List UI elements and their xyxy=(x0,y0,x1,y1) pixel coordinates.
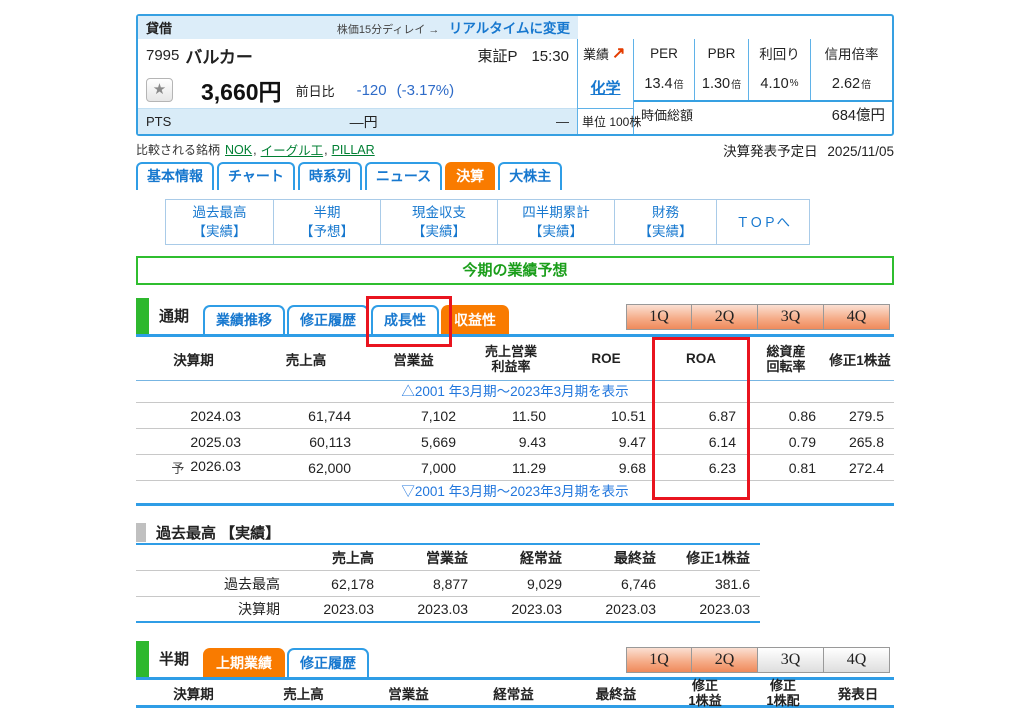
tab-basic-info[interactable]: 基本情報 xyxy=(136,162,214,190)
quarter-1q-button[interactable]: 1Q xyxy=(626,647,692,673)
performance-label: 業績 xyxy=(583,46,610,62)
full-year-section-header: 通期 業績推移 修正履歴 成長性 収益性 1Q 2Q 3Q 4Q xyxy=(136,296,894,347)
market-label: 東証P xyxy=(477,48,518,65)
quarter-2q-button[interactable]: 2Q xyxy=(692,647,758,673)
quarter-buttons: 1Q 2Q 3Q 4Q xyxy=(626,304,890,330)
stock-detail-page: 貸借 株価15分ディレイ → リアルタイムに変更 7995 バルカー 東証P 1… xyxy=(136,14,894,708)
table-row: 決算期 2023.03 2023.03 2023.03 2023.03 2023… xyxy=(136,596,760,621)
metrics-column: PER PBR 利回り 信用倍率 13.4 倍 1.30 倍 4.10% 2.62 倍… xyxy=(634,39,892,134)
tab-profitability[interactable]: 収益性 xyxy=(441,305,510,334)
full-year-title: 通期 xyxy=(159,308,190,325)
quote-time: 15:30 xyxy=(531,48,569,65)
price-change-percent: (-3.17%) xyxy=(396,81,455,99)
submenu-record-high[interactable]: 過去最高 【実績】 xyxy=(192,205,247,239)
performance-up-arrow-icon: ↗ xyxy=(612,45,626,62)
per-value: 13.4 xyxy=(644,75,673,92)
table-row-forecast: 予 2026.03 62,000 7,000 11.29 9.68 6.23 0.… xyxy=(136,455,894,481)
tab-news[interactable]: ニュース xyxy=(364,162,443,190)
submenu-quarterly-cumulative[interactable]: 四半期累計 【実績】 xyxy=(497,200,614,244)
quarter-3q-button[interactable]: 3Q xyxy=(758,304,824,330)
star-icon: ★ xyxy=(152,81,167,98)
roa-column-header: ROA xyxy=(686,351,716,366)
earnings-date-label: 決算発表予定日 xyxy=(723,143,818,159)
submenu-cash-flow[interactable]: 現金収支 【実績】 xyxy=(380,200,497,244)
compare-label: 比較される銘柄 xyxy=(136,143,221,157)
earnings-submenu: 過去最高 【実績】 半期 【予想】 現金収支 【実績】 四半期累計 【実績】 財務 【実績… xyxy=(165,199,810,245)
gray-section-bar xyxy=(136,522,146,542)
quarter-buttons-half: 1Q 2Q 3Q 4Q xyxy=(626,647,890,673)
compare-link-eagle[interactable]: イーグル工 xyxy=(260,144,324,158)
green-section-bar xyxy=(136,641,149,677)
quarter-2q-button[interactable]: 2Q xyxy=(692,304,758,330)
market-cap-value: 684億円 xyxy=(831,107,885,124)
tab-performance-trend[interactable]: 業績推移 xyxy=(203,305,286,334)
full-year-table: 決算期 売上高 営業益 売上営業 利益率 ROE ROA 総資産 回転率 修正1株益… xyxy=(136,337,894,506)
submenu-financials[interactable]: 財務 【実績】 xyxy=(614,200,716,244)
tab-major-shareholders[interactable]: 大株主 xyxy=(498,162,563,190)
yield-value: 4.10 xyxy=(760,75,789,92)
delay-note: 株価15分ディレイ → xyxy=(336,24,440,36)
half-year-section-header: 半期 上期業績 修正履歴 1Q 2Q 3Q 4Q xyxy=(136,641,894,680)
sector-column: 業績 ↗ 化学 単位 100株 xyxy=(578,39,641,134)
earnings-date-value: 2025/11/05 xyxy=(827,143,894,159)
pbr-label: PBR xyxy=(694,39,748,67)
quarter-4q-button[interactable]: 4Q xyxy=(824,304,890,330)
trade-unit: 単位 100株 xyxy=(578,108,641,134)
credit-ratio-value: 2.62 xyxy=(831,75,861,92)
price-change: -120 xyxy=(356,81,387,99)
margin-trading-badge: 貸借 xyxy=(146,21,173,36)
table-row: 過去最高 62,178 8,877 9,029 6,746 381.6 xyxy=(224,575,750,592)
current-price: 3,660円 xyxy=(201,79,282,105)
record-high-section-header: 過去最高 【実績】 xyxy=(136,521,894,543)
tab-revision-history-half[interactable]: 修正履歴 xyxy=(287,648,370,677)
tab-revision-history[interactable]: 修正履歴 xyxy=(287,305,370,334)
quarter-4q-button[interactable]: 4Q xyxy=(824,647,890,673)
quarter-1q-button[interactable]: 1Q xyxy=(626,304,692,330)
forecast-mark: 予 xyxy=(171,461,185,476)
prev-day-label: 前日比 xyxy=(295,83,335,99)
stock-code: 7995 xyxy=(146,47,180,64)
green-section-bar xyxy=(136,298,149,334)
show-older-periods-link-top[interactable]: △2001 年3月期〜2023年3月期を表示 xyxy=(401,384,629,399)
submenu-top[interactable]: ＴＯＰへ xyxy=(716,200,809,244)
record-high-table: 売上高 営業益 経常益 最終益 修正1株益 過去最高 62,178 8,877 … xyxy=(136,543,760,623)
quote-top-strip: 貸借 株価15分ディレイ → リアルタイムに変更 xyxy=(138,16,892,39)
half-year-table: 決算期 売上高 営業益 経常益 最終益 修正 1株益 修正 1株配 発表日 xyxy=(136,678,894,708)
table-row: 2025.03 60,113 5,669 9.43 9.47 6.14 0.79… xyxy=(136,429,894,455)
favorite-star-button[interactable]: ★ xyxy=(146,78,173,102)
pts-label: PTS xyxy=(146,114,172,129)
tab-first-half-results[interactable]: 上期業績 xyxy=(203,648,286,677)
compare-link-pillar[interactable]: PILLAR xyxy=(331,142,375,157)
tab-time-series[interactable]: 時系列 xyxy=(297,162,362,190)
show-older-periods-link-bottom[interactable]: ▽2001 年3月期〜2023年3月期を表示 xyxy=(401,484,629,499)
record-high-title: 過去最高 【実績】 xyxy=(156,524,281,542)
compare-stocks-row: 比較される銘柄 NOK, イーグル工, PILLAR 決算発表予定日 2025/… xyxy=(136,141,894,159)
realtime-switch-link[interactable]: リアルタイムに変更 xyxy=(448,21,570,36)
pts-price: ―円 xyxy=(349,113,378,130)
tab-chart[interactable]: チャート xyxy=(217,162,295,190)
tab-growth[interactable]: 成長性 xyxy=(371,305,440,334)
per-label: PER xyxy=(650,45,678,61)
credit-ratio-label: 信用倍率 xyxy=(810,39,892,67)
pbr-value: 1.30 xyxy=(701,75,731,92)
quarter-3q-button[interactable]: 3Q xyxy=(758,647,824,673)
tab-earnings[interactable]: 決算 xyxy=(445,162,496,190)
forecast-banner: 今期の業績予想 xyxy=(136,256,894,285)
market-cap-label: 時価総額 xyxy=(641,107,694,123)
stock-quote-box: 貸借 株価15分ディレイ → リアルタイムに変更 7995 バルカー 東証P 1… xyxy=(136,14,894,136)
sector-link[interactable]: 化学 xyxy=(590,80,621,97)
main-tab-bar: 基本情報 チャート 時系列 ニュース 決算 大株主 xyxy=(136,162,894,190)
pts-change: ― xyxy=(556,114,569,129)
quote-main-column: 7995 バルカー 東証P 15:30 ★ 3,660円 前日比 -120 (-… xyxy=(138,39,578,134)
table-row: 2024.03 61,744 7,102 11.50 10.51 6.87 0.… xyxy=(136,403,894,429)
pts-row: PTS ―円 ― xyxy=(138,108,577,134)
submenu-half-year[interactable]: 半期 【予想】 xyxy=(273,200,380,244)
stock-name: バルカー xyxy=(185,48,253,67)
yield-label: 利回り xyxy=(748,39,810,67)
half-year-title: 半期 xyxy=(159,651,190,668)
compare-link-nok[interactable]: NOK xyxy=(225,142,253,157)
